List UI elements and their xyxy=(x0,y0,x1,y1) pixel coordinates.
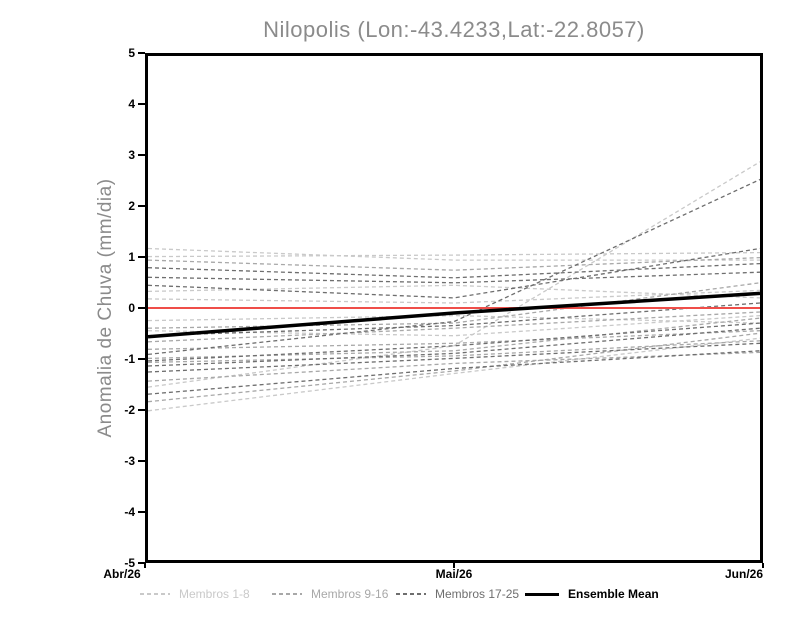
member-line-s1-1 xyxy=(148,330,760,350)
x-tick-mark xyxy=(762,563,764,568)
legend-label: Ensemble Mean xyxy=(568,587,659,601)
member-line-s2-1 xyxy=(148,271,760,284)
x-tick-label: Jun/26 xyxy=(724,567,764,581)
ensemble-lines-svg xyxy=(148,161,760,412)
member-line-s0-5 xyxy=(148,161,760,388)
y-tick-mark xyxy=(138,307,145,309)
y-tick-mark xyxy=(138,511,145,513)
y-tick-label: -2 xyxy=(124,403,135,417)
y-tick-label: 4 xyxy=(128,97,135,111)
y-tick-label: 0 xyxy=(128,301,135,315)
legend-item: Ensemble Mean xyxy=(525,586,659,602)
legend: Membros 1-8 Membros 9-16 Membros 17-25 Ense… xyxy=(0,586,800,606)
x-tick-mark xyxy=(453,563,455,568)
y-tick-mark xyxy=(138,358,145,360)
y-tick-mark xyxy=(138,409,145,411)
legend-label: Membros 17-25 xyxy=(435,587,520,601)
y-tick-label: 2 xyxy=(128,199,135,213)
member-line-s2-5 xyxy=(148,350,760,395)
y-tick-label: -5 xyxy=(124,556,135,570)
y-tick-label: -1 xyxy=(124,352,135,366)
y-tick-mark xyxy=(138,562,145,564)
y-tick-label: 1 xyxy=(128,250,135,264)
member-line-s1-6 xyxy=(148,282,760,329)
legend-line-sample xyxy=(272,593,302,595)
y-tick-mark xyxy=(138,256,145,258)
y-tick-label: -4 xyxy=(124,505,135,519)
member-line-s0-1 xyxy=(148,251,760,258)
member-line-s0-6 xyxy=(148,337,760,412)
y-tick-mark xyxy=(138,154,145,156)
legend-line-sample xyxy=(396,593,426,595)
member-line-s1-5 xyxy=(148,332,760,403)
y-tick-label: -3 xyxy=(124,454,135,468)
x-tick-label: Abr/26 xyxy=(103,567,141,581)
member-line-s2-2 xyxy=(148,178,760,356)
ensemble-mean-line xyxy=(148,291,760,339)
legend-item: Membros 1-8 xyxy=(140,586,250,602)
legend-label: Membros 1-8 xyxy=(179,587,250,601)
x-tick-label: Mai/26 xyxy=(435,567,473,581)
member-line-s0-3 xyxy=(148,289,760,304)
member-line-s2-8 xyxy=(148,247,760,299)
y-tick-mark xyxy=(138,460,145,462)
plot-area xyxy=(145,53,763,563)
y-tick-mark xyxy=(138,205,145,207)
legend-item: Membros 9-16 xyxy=(272,586,388,602)
member-line-s0-2 xyxy=(148,284,760,299)
y-tick-label: 5 xyxy=(128,46,135,60)
y-tick-label: 3 xyxy=(128,148,135,162)
x-tick-mark xyxy=(144,563,146,568)
y-tick-mark xyxy=(138,103,145,105)
chart-title: Nilopolis (Lon:-43.4233,Lat:-22.8057) xyxy=(263,17,645,42)
member-line-s1-2 xyxy=(148,317,760,360)
member-line-s0-0 xyxy=(148,247,760,261)
legend-line-sample xyxy=(140,593,170,595)
legend-line-sample xyxy=(525,592,559,596)
legend-label: Membros 9-16 xyxy=(311,587,389,601)
legend-item: Membros 17-25 xyxy=(396,586,519,602)
y-tick-mark xyxy=(138,52,145,54)
